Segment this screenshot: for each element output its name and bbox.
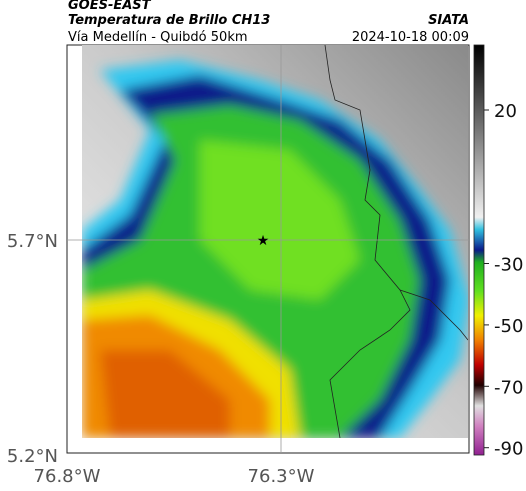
- lat-tick: 5.2°N: [7, 446, 58, 467]
- datetime: 2024-10-18 00:09: [352, 30, 469, 45]
- colorbar-tick-label: -70: [494, 377, 523, 398]
- lon-tick: 76.3°W: [248, 466, 315, 487]
- colorbar: [473, 44, 485, 456]
- colorbar-tick-label: -50: [494, 316, 523, 337]
- satellite: GOES-EAST: [68, 0, 152, 13]
- lat-tick: 5.7°N: [7, 231, 58, 252]
- source: SIATA: [428, 13, 469, 28]
- colorbar-tick-label: 20: [494, 101, 517, 122]
- colorbar-tick-label: -30: [494, 255, 523, 276]
- brightness-field: [82, 45, 468, 438]
- colorbar-tick-label: -90: [494, 439, 523, 460]
- location: Vía Medellín - Quibdó 50km: [68, 30, 248, 45]
- title: Temperatura de Brillo CH13: [68, 13, 270, 28]
- lon-tick: 76.8°W: [34, 466, 101, 487]
- marker-star: ★: [257, 233, 270, 249]
